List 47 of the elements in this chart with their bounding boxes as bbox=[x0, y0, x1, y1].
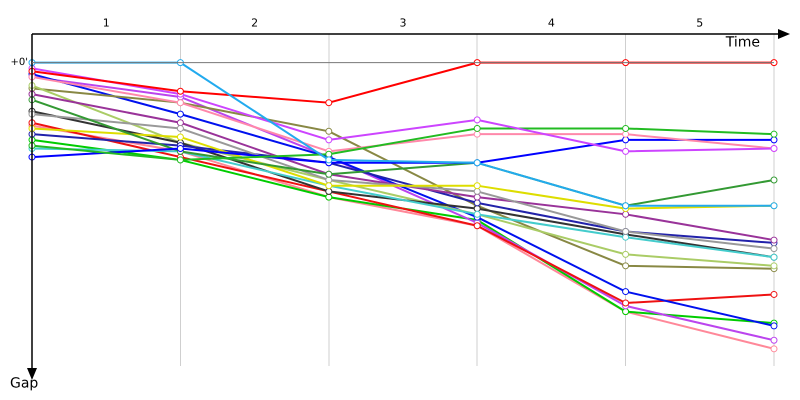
point bbox=[474, 182, 481, 190]
point bbox=[622, 288, 630, 296]
point bbox=[325, 99, 332, 106]
point bbox=[622, 250, 630, 258]
point bbox=[622, 300, 630, 307]
point bbox=[770, 336, 778, 344]
text: 4 bbox=[548, 16, 555, 30]
text: 1 bbox=[102, 16, 110, 30]
point bbox=[474, 199, 481, 206]
point bbox=[176, 110, 184, 118]
point bbox=[176, 144, 184, 152]
point bbox=[622, 234, 630, 241]
point bbox=[474, 116, 481, 124]
point bbox=[325, 136, 332, 144]
point bbox=[325, 128, 332, 135]
point bbox=[474, 130, 481, 138]
point bbox=[474, 194, 481, 201]
point bbox=[622, 124, 630, 132]
point bbox=[770, 130, 778, 138]
text: 5 bbox=[696, 16, 704, 30]
point bbox=[770, 59, 778, 66]
point bbox=[622, 130, 630, 138]
point bbox=[325, 156, 332, 164]
point bbox=[622, 210, 630, 218]
point bbox=[770, 176, 778, 184]
point bbox=[770, 136, 778, 144]
point bbox=[622, 262, 630, 270]
point bbox=[770, 245, 778, 252]
point bbox=[176, 134, 184, 141]
ref-line-label: +0' bbox=[10, 57, 28, 68]
point bbox=[474, 124, 481, 132]
point bbox=[176, 88, 184, 95]
point bbox=[770, 290, 778, 298]
text: 2 bbox=[251, 16, 258, 30]
point bbox=[325, 150, 332, 158]
x-axis-title: Time bbox=[724, 34, 760, 51]
point bbox=[622, 136, 630, 144]
point bbox=[176, 119, 184, 126]
point bbox=[770, 322, 778, 330]
point bbox=[770, 345, 778, 352]
point bbox=[176, 124, 184, 132]
point bbox=[474, 188, 481, 195]
point bbox=[770, 236, 778, 244]
point bbox=[622, 148, 630, 155]
text: 3 bbox=[400, 16, 406, 30]
point bbox=[770, 262, 778, 270]
y-axis-title: Gap bbox=[10, 376, 38, 392]
